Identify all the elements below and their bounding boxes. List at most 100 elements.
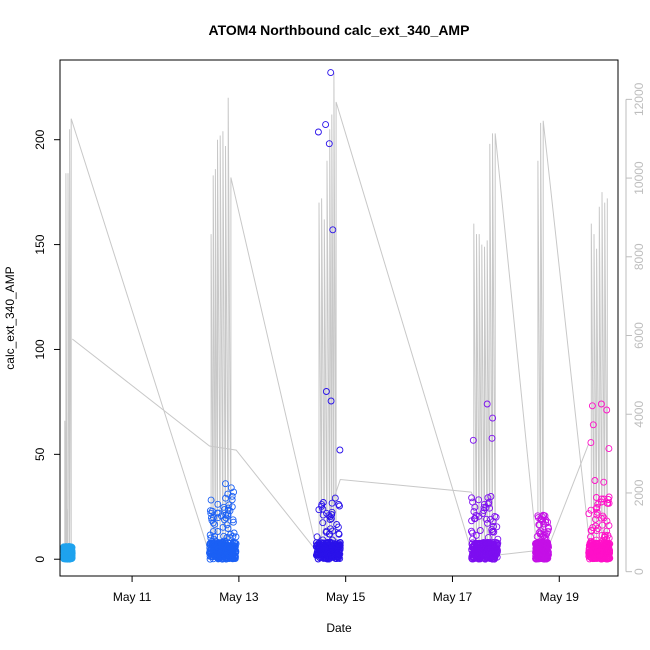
data-point [315, 506, 323, 514]
data-point [534, 539, 542, 547]
data-point [223, 534, 231, 541]
data-point [224, 541, 232, 549]
data-point [228, 492, 236, 500]
data-point [327, 397, 335, 405]
data-point [326, 516, 334, 524]
data-point [598, 495, 605, 503]
data-point [592, 494, 600, 501]
data-point [232, 540, 240, 548]
data-point [224, 490, 232, 498]
data-point [600, 478, 608, 486]
secondary-y-axis: 0 2000 4000 6000 8000 10000 12000 [625, 82, 646, 575]
data-point [474, 551, 482, 559]
data-point [216, 552, 224, 560]
data-point [484, 554, 492, 562]
data-point [604, 496, 612, 503]
data-point [492, 549, 500, 557]
data-point [314, 128, 322, 136]
x-axis: May 11 May 13 May 15 May 17 May 19 [113, 576, 579, 604]
data-point [603, 499, 611, 507]
data-point [326, 513, 334, 521]
data-point [322, 550, 330, 558]
data-point [472, 540, 480, 548]
data-point [603, 527, 611, 535]
data-point [334, 554, 342, 562]
series-0 [60, 543, 76, 563]
data-point [327, 515, 335, 523]
data-point [480, 555, 488, 562]
data-point [224, 504, 232, 512]
data-point [541, 553, 549, 561]
data-point [598, 521, 606, 529]
data-points-layer [60, 69, 614, 563]
data-point [329, 226, 337, 234]
data-point [488, 434, 496, 442]
data-point [211, 520, 219, 528]
data-point [214, 514, 222, 522]
data-point [483, 515, 490, 523]
y2-tick-label: 10000 [632, 161, 646, 195]
data-point [317, 542, 325, 550]
data-point [472, 511, 480, 519]
data-point [485, 543, 493, 551]
x-tick-label: May 13 [219, 590, 259, 604]
x-tick-label: May 11 [113, 590, 152, 604]
data-point [478, 548, 486, 556]
data-point [227, 484, 235, 492]
data-point [228, 496, 236, 504]
data-point [216, 540, 224, 548]
data-point [600, 514, 608, 522]
data-point [222, 511, 230, 519]
data-point [228, 554, 236, 562]
series-5 [585, 400, 614, 563]
data-point [209, 514, 217, 522]
data-point [480, 500, 488, 508]
data-point [329, 548, 336, 556]
data-point [593, 504, 601, 511]
data-point [206, 531, 214, 539]
data-point [475, 554, 483, 562]
series-4 [532, 511, 553, 563]
y-tick-label: 150 [33, 234, 47, 254]
y-axis-label: calc_ext_340_AMP [3, 266, 17, 369]
data-point [545, 525, 553, 533]
data-point [216, 543, 223, 551]
data-point [599, 512, 607, 520]
chart-title: ATOM4 Northbound calc_ext_340_AMP [209, 22, 470, 38]
data-point [596, 548, 604, 556]
data-point [207, 496, 215, 504]
data-point [207, 514, 215, 522]
data-point [221, 552, 229, 560]
y2-tick-label: 0 [632, 568, 646, 575]
series-2 [312, 69, 344, 563]
data-point [225, 501, 233, 509]
data-point [470, 515, 478, 523]
data-point [206, 507, 214, 515]
data-point [476, 540, 484, 548]
data-point [489, 414, 497, 422]
data-point [587, 539, 595, 547]
data-point [322, 121, 330, 129]
data-point [60, 553, 68, 561]
data-point [485, 499, 493, 506]
data-point [230, 488, 238, 496]
data-point [230, 529, 238, 537]
data-point [327, 525, 334, 533]
data-point [493, 541, 501, 549]
data-point [604, 540, 611, 548]
data-point [536, 530, 544, 538]
data-point [585, 510, 593, 518]
data-point-max [483, 400, 491, 408]
data-point [589, 421, 597, 429]
data-point [228, 503, 236, 511]
data-point [493, 523, 501, 531]
data-point [475, 496, 483, 504]
y2-tick-label: 6000 [632, 322, 646, 349]
data-point [334, 523, 342, 531]
data-point [490, 528, 498, 536]
x-tick-label: May 17 [433, 590, 473, 604]
data-point [317, 544, 325, 552]
data-point [594, 500, 602, 508]
data-point [219, 523, 227, 531]
